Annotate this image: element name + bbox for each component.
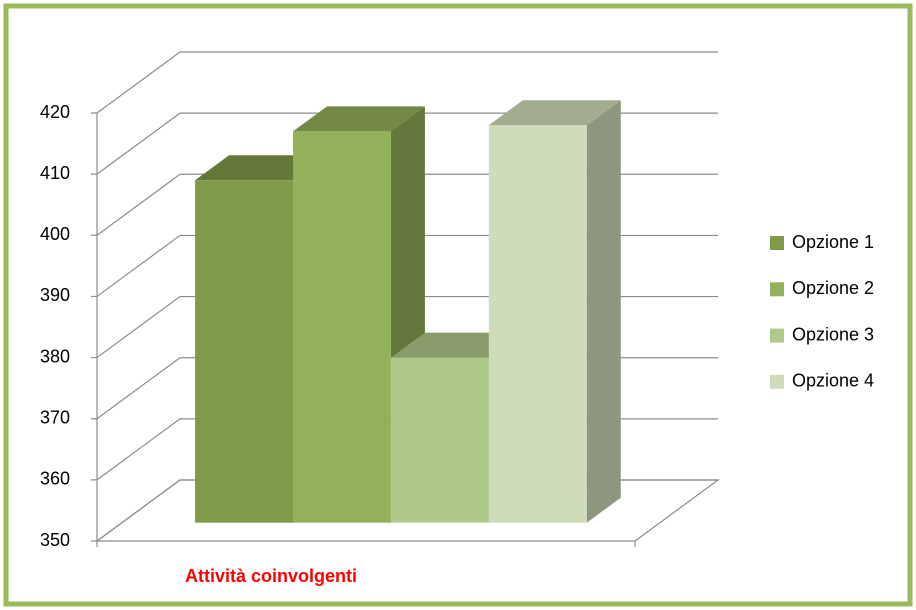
legend-swatch: [770, 236, 784, 250]
grid-line: [91, 51, 718, 114]
y-tick-label: 400: [40, 224, 70, 244]
y-tick-label: 420: [40, 102, 70, 122]
legend-swatch: [770, 328, 784, 343]
y-tick-label: 360: [40, 469, 70, 489]
bar: [488, 125, 587, 523]
bar: [292, 131, 391, 523]
legend-label: Opzione 3: [792, 324, 874, 344]
bar: [390, 357, 489, 523]
legend-label: Opzione 4: [792, 371, 874, 391]
y-tick-label: 350: [40, 530, 70, 550]
bar: [195, 180, 293, 523]
bar-side: [586, 100, 621, 523]
legend-label: Opzione 1: [792, 232, 874, 252]
grid-line: [91, 112, 718, 175]
legend-swatch: [770, 374, 784, 389]
y-tick-label: 380: [40, 346, 70, 366]
bar-top: [488, 100, 621, 126]
category-label: Attività coinvolgenti: [185, 566, 357, 586]
legend-swatch: [770, 282, 784, 297]
bar-top: [292, 106, 425, 132]
grid-line: [91, 234, 718, 298]
y-tick-label: 390: [40, 285, 70, 305]
y-tick-label: 410: [40, 163, 70, 183]
y-tick-label: 370: [40, 407, 70, 427]
legend-label: Opzione 2: [792, 278, 874, 298]
grid-line: [91, 173, 718, 236]
grid-line: [91, 295, 718, 359]
